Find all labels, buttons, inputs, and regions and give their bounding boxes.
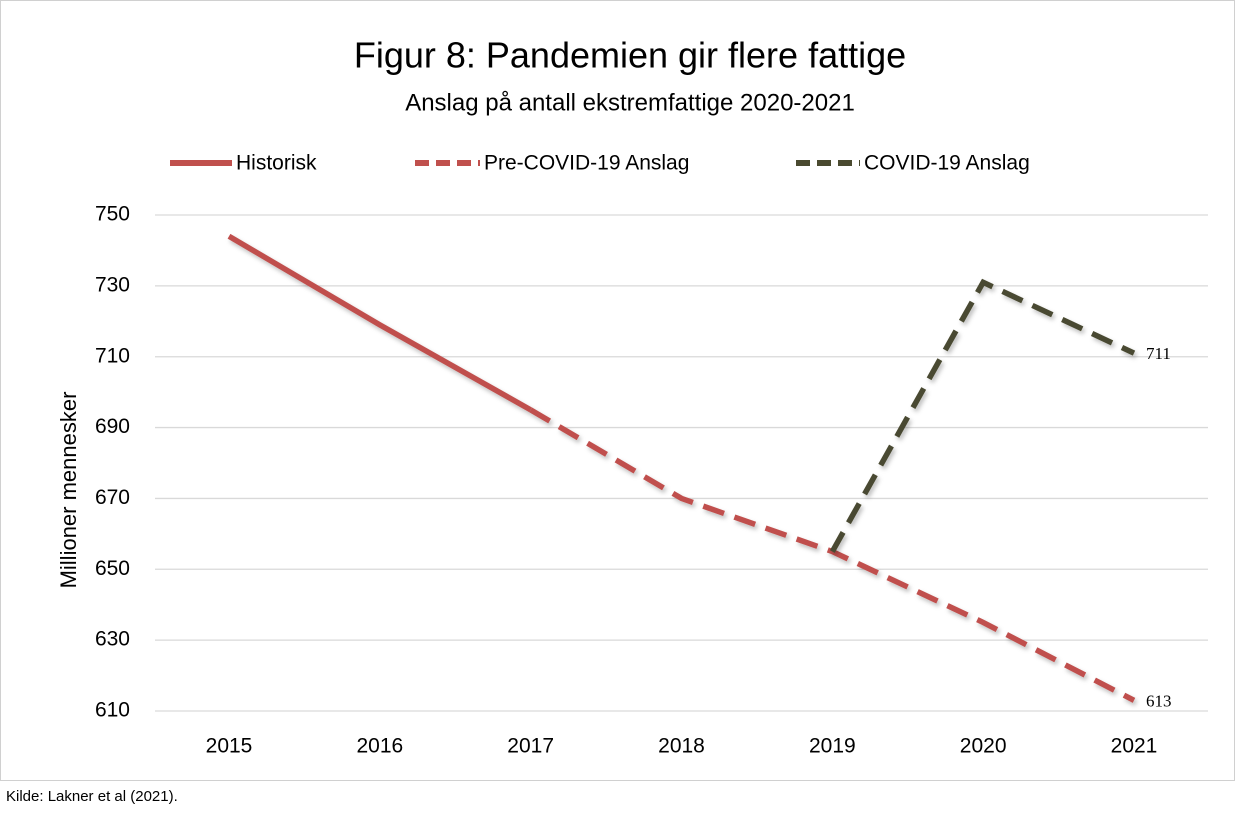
chart-border [0, 0, 1235, 781]
series-line [829, 278, 1136, 553]
y-axis-label: Millioner mennesker [56, 392, 81, 589]
source-note: Kilde: Lakner et al (2021). [6, 788, 178, 805]
y-tick-label: 710 [95, 344, 130, 367]
legend-label: Historisk [236, 152, 317, 175]
y-tick-label: 730 [95, 273, 130, 296]
y-tick-label: 750 [95, 203, 130, 226]
x-tick-label: 2017 [507, 735, 554, 758]
legend-label: Pre-COVID-19 Anslag [484, 152, 689, 175]
y-tick-label: 690 [95, 415, 130, 438]
data-label: 711 [1146, 344, 1171, 363]
data-label: 613 [1146, 691, 1172, 710]
x-tick-label: 2018 [658, 735, 705, 758]
y-tick-label: 610 [95, 699, 130, 722]
x-tick-label: 2016 [356, 735, 403, 758]
y-tick-label: 630 [95, 628, 130, 651]
legend-label: COVID-19 Anslag [864, 152, 1030, 175]
chart-subtitle: Anslag på antall ekstremfattige 2020-202… [405, 89, 855, 116]
x-tick-label: 2019 [809, 735, 856, 758]
x-tick-label: 2021 [1111, 735, 1158, 758]
series-line [227, 233, 533, 413]
x-tick-label: 2020 [960, 735, 1007, 758]
y-tick-label: 670 [95, 486, 130, 509]
chart-title: Figur 8: Pandemien gir flere fattige [354, 35, 906, 76]
y-tick-label: 650 [95, 557, 130, 580]
x-tick-label: 2015 [206, 735, 253, 758]
